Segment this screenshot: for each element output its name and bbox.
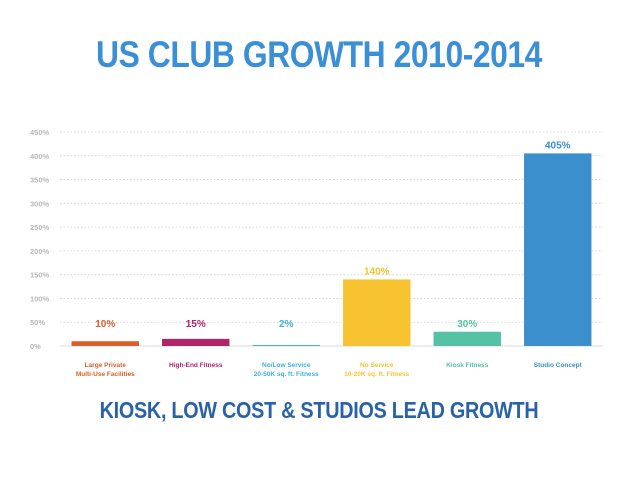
category-label: 20-50K sq. ft. Fitness <box>254 371 319 378</box>
y-tick-label: 0% <box>30 342 41 351</box>
category-labels: Large Private Multi-Use Facilities High-En… <box>76 362 583 378</box>
y-tick-label: 400% <box>30 152 50 161</box>
category-label: Kiosk Fitness <box>446 362 489 369</box>
y-tick-label: 450% <box>30 128 50 137</box>
category-label: 10-20K sq. ft. Fitness <box>344 371 409 378</box>
category-label: Studio Concept <box>534 362 583 369</box>
y-tick-label: 50% <box>30 318 45 327</box>
data-labels: 10% 15% 2% 140% 30% 405% <box>95 140 570 330</box>
chart-subtitle: KIOSK, LOW COST & STUDIOS LEAD GROWTH <box>99 397 539 423</box>
y-tick-label: 100% <box>30 294 50 303</box>
chart-grid <box>60 131 603 347</box>
data-label: 10% <box>95 319 115 330</box>
bar <box>252 345 320 346</box>
page-title: US CLUB GROWTH 2010-2014 <box>96 34 542 75</box>
y-tick-label: 300% <box>30 199 50 208</box>
y-axis-ticks: 0% 50% 100% 150% 200% 250% 300% 350% 400% 450% <box>30 128 50 351</box>
data-label: 405% <box>545 140 571 151</box>
y-tick-label: 250% <box>30 223 50 232</box>
data-label: 15% <box>186 319 206 330</box>
category-label: High-End Fitness <box>169 362 223 369</box>
bar <box>71 341 139 346</box>
bar <box>343 279 411 346</box>
y-tick-label: 150% <box>30 271 50 280</box>
data-label: 140% <box>364 266 390 277</box>
data-label: 30% <box>457 319 477 330</box>
y-tick-label: 350% <box>30 176 50 185</box>
category-label: No/Low Service <box>262 362 311 369</box>
data-label: 2% <box>279 319 294 330</box>
category-label: Multi-Use Facilities <box>76 371 135 378</box>
bar <box>433 331 501 346</box>
bar <box>162 338 230 346</box>
chart-bars <box>71 153 592 346</box>
bar <box>524 153 592 346</box>
category-label: Large Private <box>85 362 127 369</box>
y-tick-label: 200% <box>30 247 50 256</box>
category-label: No Service <box>360 362 394 369</box>
